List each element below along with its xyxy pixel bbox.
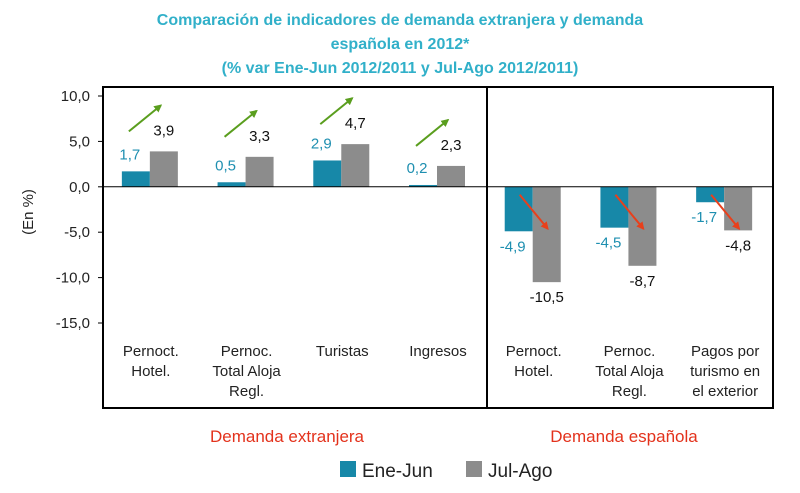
bar-jul-ago (341, 144, 370, 187)
data-label-ene-jun: -1,7 (691, 209, 717, 226)
y-tick-label: 10,0 (61, 88, 90, 105)
legend-swatch-ene-jun (340, 461, 356, 477)
category-label: Pagos por turismo en el exterior (690, 343, 760, 400)
chart-title-line-1: Comparación de indicadores de demanda ex… (157, 12, 643, 29)
group-box-espanola (486, 86, 774, 409)
bar-jul-ago (245, 156, 274, 187)
bar-ene-jun (121, 171, 150, 187)
category-label: Pernoct. Hotel. (123, 343, 179, 380)
legend-label-ene-jun: Ene-Jun (362, 461, 433, 482)
group-label-extranjera: Demanda extranjera (210, 427, 365, 446)
trend-arrow-up (223, 109, 258, 138)
legend-swatch-jul-ago (466, 461, 482, 477)
chart-title-line-3: (% var Ene-Jun 2012/2011 y Jul-Ago 2012/… (222, 60, 579, 77)
bar-ene-jun (504, 186, 533, 232)
data-label-jul-ago: 4,7 (345, 115, 366, 132)
data-label-jul-ago: -10,5 (530, 289, 564, 306)
legend: Ene-Jun Jul-Ago (340, 461, 552, 482)
data-label-jul-ago: 3,3 (249, 128, 270, 145)
data-label-jul-ago: -8,7 (629, 273, 655, 290)
data-label-ene-jun: 1,7 (119, 146, 140, 163)
y-tick-label: 5,0 (69, 133, 90, 150)
bar-ene-jun (217, 182, 246, 187)
trend-arrow-down (518, 194, 549, 231)
legend-label-jul-ago: Jul-Ago (488, 461, 552, 482)
bar-jul-ago (532, 186, 561, 283)
y-axis-label: (En %) (20, 189, 37, 235)
data-label-ene-jun: 2,9 (311, 135, 332, 152)
bar-ene-jun (696, 186, 725, 203)
category-label: Turistas (316, 343, 369, 360)
bar-ene-jun (600, 186, 629, 228)
data-label-ene-jun: 0,2 (407, 160, 428, 177)
trend-arrow-down (710, 194, 741, 231)
chart-title-line-2: española en 2012* (331, 36, 471, 53)
bar-jul-ago (724, 186, 753, 231)
data-label-jul-ago: 3,9 (153, 122, 174, 139)
trend-arrow-down (614, 194, 645, 231)
group-label-espanola: Demanda española (550, 427, 698, 446)
category-label: Pernoct. Hotel. (506, 343, 562, 380)
plot-area: 10,0 5,0 0,0 -5,0 -10,0 -15,0 1,7 3,9 Pernoct. Ho… (56, 88, 773, 400)
y-tick-label: -5,0 (64, 224, 90, 241)
category-label: Ingresos (409, 343, 467, 360)
data-label-ene-jun: -4,9 (500, 238, 526, 255)
trend-arrow-up (415, 118, 450, 147)
bar-ene-jun (409, 184, 437, 187)
category-label: Pernoc. Total Aloja Regl. (595, 343, 664, 400)
category-label: Pernoc. Total Aloja Regl. (212, 343, 281, 400)
trend-arrow-up (319, 97, 354, 125)
bar-ene-jun (313, 160, 342, 187)
data-label-ene-jun: 0,5 (215, 157, 236, 174)
y-tick-label: -15,0 (56, 315, 90, 332)
trend-arrow-up (128, 104, 163, 133)
data-label-jul-ago: 2,3 (441, 137, 462, 154)
bar-jul-ago (149, 151, 178, 187)
bar-jul-ago (437, 165, 465, 187)
y-tick-label: -10,0 (56, 270, 90, 287)
data-label-jul-ago: -4,8 (725, 237, 751, 254)
data-label-ene-jun: -4,5 (595, 235, 621, 252)
y-tick-label: 0,0 (69, 179, 90, 196)
